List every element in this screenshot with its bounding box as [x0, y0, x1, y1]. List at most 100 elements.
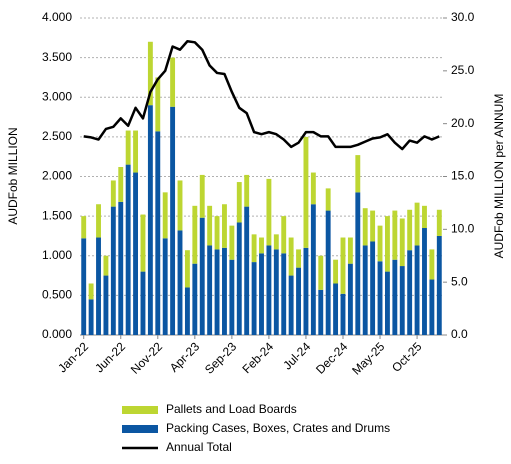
- bar-segment: [384, 216, 390, 272]
- bar-segment: [384, 271, 390, 335]
- bar-segment: [273, 249, 279, 335]
- bar-segment: [422, 228, 427, 335]
- bar-segment: [207, 205, 213, 246]
- bar-segment: [251, 234, 257, 263]
- x-tick-label: Jun-22: [92, 339, 128, 375]
- bar-segment: [325, 188, 331, 211]
- bar-segment: [155, 131, 161, 335]
- bar-segment: [118, 201, 124, 335]
- y2-tick-label: 5.0: [451, 274, 468, 288]
- x-tick-label: Feb-24: [239, 339, 276, 376]
- line-series: [83, 39, 440, 151]
- y-tick-label: 4.000: [42, 10, 72, 24]
- bar-segment: [244, 206, 250, 335]
- bar-segment: [347, 237, 353, 264]
- bar-segment: [281, 253, 287, 335]
- y2-tick-label: 30.0: [451, 10, 475, 24]
- y2-axis-label: AUDFob MILLION per ANNUM: [492, 94, 506, 259]
- bar-segment: [81, 238, 87, 335]
- x-tick-label: Nov-22: [128, 339, 165, 376]
- bar-segment: [414, 245, 420, 335]
- bar-segment: [214, 216, 220, 250]
- bar-segment: [162, 192, 168, 239]
- y2-tick-label: 20.0: [451, 116, 475, 130]
- bar-segment: [303, 136, 309, 248]
- bar-segment: [162, 238, 168, 335]
- bar-segment: [222, 204, 227, 248]
- bar-segment: [318, 289, 324, 335]
- bar-segment: [192, 263, 198, 335]
- bar-segment: [140, 271, 146, 335]
- bar-segment: [407, 250, 413, 335]
- bar-segment: [244, 174, 250, 207]
- y2-tick-label: 10.0: [451, 222, 475, 236]
- bar-segment: [133, 172, 139, 335]
- bar-segment: [170, 106, 176, 335]
- y-tick-label: 2.000: [42, 169, 72, 183]
- bar-segment: [318, 255, 324, 290]
- x-tick-label: Jan-22: [55, 339, 91, 375]
- bar-segment: [222, 247, 227, 335]
- bar-segment: [110, 180, 116, 207]
- bar-segment: [118, 166, 124, 202]
- bar-segment: [259, 253, 264, 335]
- y-tick-label: 0.000: [42, 327, 72, 341]
- bar-segment: [370, 241, 376, 335]
- bar-segment: [325, 210, 331, 335]
- bar-segment: [273, 234, 279, 250]
- y-tick-label: 0.500: [42, 288, 72, 302]
- bar-segment: [340, 293, 346, 335]
- y-axis-label: AUDFob MILLION: [6, 127, 20, 224]
- bar-segment: [288, 275, 294, 335]
- bar-segment: [96, 204, 101, 238]
- bar-segment: [96, 237, 101, 335]
- bar-segment: [355, 155, 361, 193]
- bar-segment: [103, 275, 109, 335]
- bar-segment: [229, 225, 235, 260]
- bar-segment: [310, 172, 316, 205]
- bar-segment: [199, 174, 205, 218]
- bar-segment: [296, 267, 301, 335]
- bar-segment: [236, 222, 242, 335]
- x-tick-label: Sep-23: [202, 339, 239, 376]
- bar-segment: [103, 255, 109, 276]
- bar-segment: [266, 245, 272, 335]
- bar-segment: [347, 263, 353, 335]
- bar-segment: [340, 237, 346, 294]
- x-tick-label: Apr-23: [167, 339, 203, 375]
- bar-segment: [422, 205, 427, 229]
- bar-segment: [125, 164, 131, 335]
- y-tick-label: 1.500: [42, 208, 72, 222]
- bar-segment: [88, 299, 94, 335]
- x-tick-label: Oct-25: [389, 339, 425, 375]
- y2-tick-label: 25.0: [451, 63, 475, 77]
- x-tick-label: Dec-24: [313, 339, 350, 376]
- bar-segment: [414, 202, 420, 246]
- bar-segment: [155, 77, 161, 132]
- bar-segment: [229, 259, 235, 335]
- bar-segment: [192, 205, 198, 264]
- bar-segment: [370, 210, 376, 242]
- bar-segment: [436, 235, 442, 335]
- legend-label: Pallets and Load Boards: [166, 402, 297, 416]
- legend-swatch: [122, 406, 158, 414]
- bar-segment: [177, 180, 183, 231]
- bar-segment: [184, 250, 190, 288]
- legend-label: Annual Total: [166, 440, 232, 454]
- bar-segment: [214, 249, 220, 335]
- bar-segment: [266, 178, 272, 246]
- bar-segment: [303, 247, 309, 335]
- bar-segment: [333, 259, 339, 284]
- y-tick-label: 3.000: [42, 89, 72, 103]
- bar-segment: [436, 209, 442, 236]
- y-tick-label: 1.000: [42, 248, 72, 262]
- bar-segment: [133, 130, 139, 173]
- bar-segment: [407, 209, 413, 251]
- bar-segment: [184, 287, 190, 335]
- bar-segment: [355, 192, 361, 335]
- bar-segment: [125, 130, 131, 165]
- bar-segment: [362, 245, 368, 335]
- bar-segment: [81, 216, 87, 239]
- y2-tick-label: 15.0: [451, 169, 475, 183]
